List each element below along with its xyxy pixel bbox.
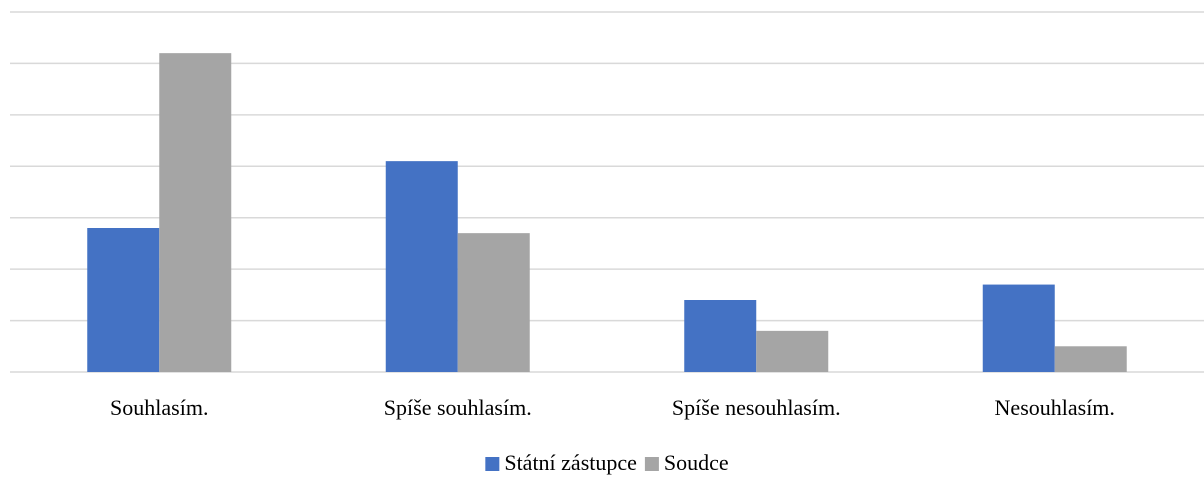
bar <box>159 53 232 373</box>
bar <box>87 228 160 372</box>
x-tick-label: Spíše souhlasím. <box>384 395 532 420</box>
x-tick-label: Spíše nesouhlasím. <box>672 395 841 420</box>
legend-swatch <box>644 457 659 471</box>
bar <box>457 233 530 372</box>
bar <box>756 330 829 372</box>
x-tick-label: Nesouhlasím. <box>995 395 1115 420</box>
bar <box>385 161 458 372</box>
x-tick-label: Souhlasím. <box>110 395 208 420</box>
bar <box>684 300 757 372</box>
legend-swatch <box>485 457 500 471</box>
legend-label: Státní zástupce <box>504 450 637 475</box>
legend-label: Soudce <box>664 450 729 475</box>
bar <box>1054 346 1127 372</box>
bar <box>982 284 1055 372</box>
